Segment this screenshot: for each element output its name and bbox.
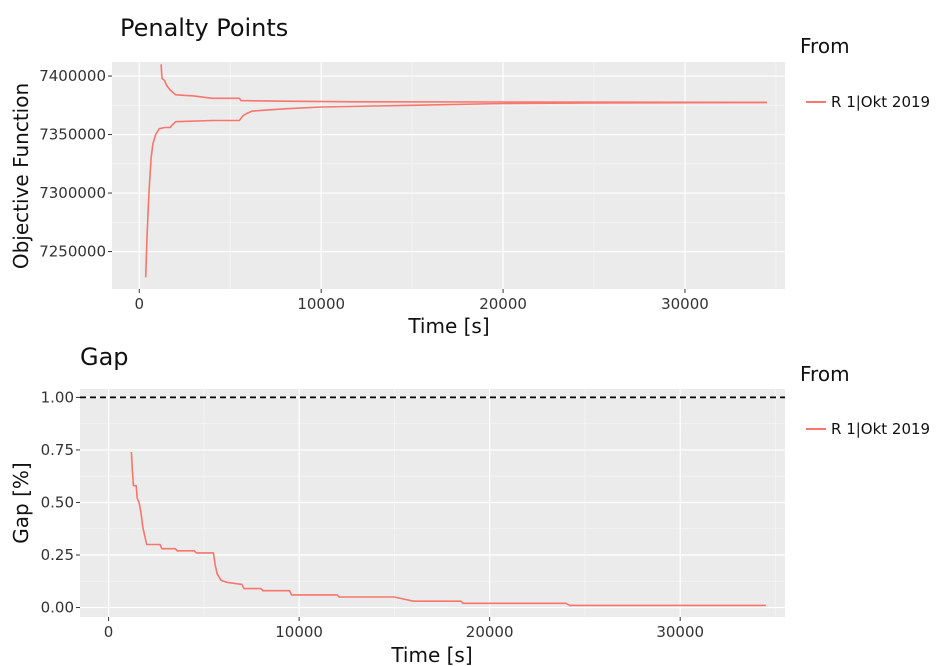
y-tick-label: 0.00 (41, 599, 74, 617)
series-line (130, 451, 766, 607)
legend-title: From (800, 362, 850, 386)
legend: From R 1|Okt 2019 (800, 34, 930, 111)
gap-chart: Gap 0 10000 20000 30000 0.00 0.25 0.50 0.75 1.0… (9, 343, 930, 666)
y-tick-label: 7400000 (39, 67, 106, 85)
series-lines (130, 451, 766, 607)
x-tick-labels: 0 10000 20000 30000 (104, 617, 704, 641)
y-tick-label: 7300000 (39, 184, 106, 202)
x-tick-label: 30000 (656, 623, 704, 641)
chart-title: Gap (80, 343, 129, 371)
gridlines (80, 389, 785, 617)
y-tick-labels: 7250000 7300000 7350000 7400000 (39, 67, 112, 261)
x-tick-label: 0 (104, 623, 114, 641)
x-axis-title: Time [s] (390, 643, 472, 666)
penalty-points-chart: Penalty Points 0 10000 20000 30000 72500007… (9, 14, 930, 338)
x-tick-label: 30000 (661, 295, 709, 313)
y-tick-label: 1.00 (41, 388, 74, 406)
legend: From R 1|Okt 2019 (800, 362, 930, 438)
x-axis-title: Time [s] (407, 314, 489, 338)
x-tick-label: 0 (135, 295, 145, 313)
y-tick-label: 7250000 (39, 243, 106, 261)
y-axis-title: Gap [%] (9, 462, 33, 543)
series-lines (144, 64, 767, 278)
y-tick-label: 0.25 (41, 546, 74, 564)
x-tick-label: 20000 (466, 623, 514, 641)
x-tick-label: 10000 (297, 295, 345, 313)
y-tick-label: 0.75 (41, 441, 74, 459)
legend-label: R 1|Okt 2019 (831, 93, 930, 111)
y-tick-label: 7350000 (39, 126, 106, 144)
x-tick-labels: 0 10000 20000 30000 (135, 289, 709, 313)
legend-label: R 1|Okt 2019 (831, 420, 930, 438)
series-line (160, 64, 767, 104)
series-line (144, 101, 767, 278)
gridlines (112, 62, 785, 289)
plot-panel (112, 62, 785, 289)
legend-title: From (800, 34, 850, 58)
y-tick-label: 0.50 (41, 493, 74, 511)
x-tick-label: 10000 (275, 623, 323, 641)
y-axis-title: Objective Function (9, 83, 33, 269)
y-tick-labels: 0.00 0.25 0.50 0.75 1.00 (41, 388, 80, 617)
x-tick-label: 20000 (479, 295, 527, 313)
chart-title: Penalty Points (120, 14, 288, 42)
